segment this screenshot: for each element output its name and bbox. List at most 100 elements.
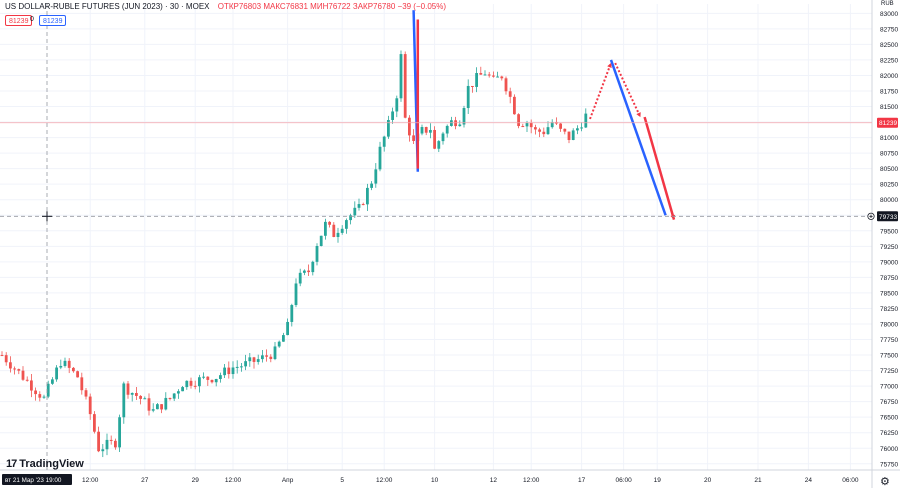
candle-body [214, 378, 218, 383]
price-tick-label: 82250 [880, 57, 898, 64]
axis-currency[interactable]: RUB [881, 1, 894, 7]
candle-body [206, 376, 210, 380]
ask-price-box[interactable]: 81239 [39, 15, 67, 26]
candle-body [563, 128, 567, 132]
price-tick-label: 80250 [880, 182, 898, 189]
candle-body [454, 120, 457, 127]
candle-body [290, 305, 294, 322]
price-tick-label: 77250 [880, 368, 898, 375]
candle-body [118, 417, 121, 448]
candle-body [38, 394, 42, 398]
blue-trend-line [609, 59, 667, 216]
candle-body [76, 371, 79, 378]
candle-body [471, 85, 474, 87]
candle-body [55, 367, 58, 380]
ohlc-values: ОТКР76803 МАКС76831 МИН76722 ЗАКР76780 −… [218, 2, 446, 11]
time-tick-label: 19 [654, 477, 662, 484]
candle-body [240, 366, 243, 368]
candle-body [462, 108, 466, 125]
candle-body [189, 380, 193, 386]
symbol-title[interactable]: US DOLLAR-RUBLE FUTURES (JUN 2023) · 30 … [5, 2, 210, 11]
candle-body [156, 404, 159, 410]
red-dotted-projection [614, 62, 642, 118]
candle-body [46, 383, 50, 397]
price-tick-label: 77000 [880, 384, 898, 391]
candle-body [521, 126, 525, 128]
candle-body [534, 127, 537, 130]
candle-body [143, 398, 147, 400]
price-tick-label: 76500 [880, 415, 898, 422]
price-tick-label: 76250 [880, 430, 898, 437]
high-label: МАКС [263, 2, 286, 11]
candle-body [458, 124, 462, 127]
gear-icon[interactable]: ⚙ [880, 476, 890, 488]
high-value: 76831 [285, 2, 308, 11]
candle-body [13, 368, 16, 370]
candle-body [508, 91, 512, 97]
candle-body [21, 370, 25, 380]
candle-body [252, 357, 256, 362]
candle-body [80, 377, 84, 391]
spread-value: 0 [30, 16, 34, 23]
chart-legend: US DOLLAR-RUBLE FUTURES (JUN 2023) · 30 … [5, 2, 446, 11]
time-tick-label: 12:00 [225, 477, 242, 484]
low-value: 76722 [328, 2, 351, 11]
candle-body [168, 397, 172, 399]
open-label: ОТКР [217, 2, 239, 11]
price-tick-label: 81500 [880, 104, 898, 111]
candle-body [109, 439, 113, 441]
candle-body [202, 376, 205, 378]
candle-body [286, 321, 289, 336]
candle-body [67, 360, 71, 368]
candle-body [172, 393, 176, 399]
arrowhead [607, 63, 612, 68]
candle-body [538, 129, 541, 132]
candle-body [571, 130, 575, 141]
open-value: 76803 [238, 2, 262, 11]
candle-body [437, 141, 441, 149]
candle-body [97, 431, 100, 452]
candle-body [412, 135, 415, 141]
candle-body [353, 207, 357, 216]
time-tick-label: 06:00 [842, 477, 859, 484]
candle-body [487, 74, 491, 76]
candle-body [105, 439, 109, 450]
candle-body [445, 125, 449, 134]
candle-body [504, 78, 508, 92]
time-tick-label: 20 [704, 477, 712, 484]
price-tick-label: 81000 [880, 135, 898, 142]
candle-body [227, 367, 231, 375]
candle-body [328, 221, 331, 225]
candle-body [30, 380, 33, 391]
candle-body [114, 440, 117, 448]
crosshair-price-label: 79733 [879, 214, 897, 221]
candle-body [248, 357, 252, 362]
candle-body [177, 391, 180, 394]
bid-price-box[interactable]: 81239 [5, 15, 33, 26]
red-trend-line [643, 116, 676, 220]
price-tick-label: 82000 [880, 73, 898, 80]
candle-body [9, 362, 12, 369]
candle-body [4, 355, 8, 363]
candle-body [139, 395, 142, 399]
candle-body [525, 123, 529, 127]
candle-body [282, 335, 285, 342]
candle-body [542, 131, 546, 135]
time-tick-label: 12:00 [82, 477, 99, 484]
candle-body [185, 380, 189, 388]
candle-body [319, 235, 323, 247]
price-tick-label: 76000 [880, 446, 898, 453]
candle-body [387, 119, 390, 137]
price-tick-label: 78750 [880, 275, 898, 282]
price-tick-label: 78500 [880, 290, 898, 297]
candle-body [151, 409, 155, 411]
candle-body [408, 117, 411, 136]
candle-body [349, 215, 352, 221]
candle-body [269, 356, 273, 360]
candle-body [441, 133, 445, 142]
crosshair-price-box [877, 211, 898, 222]
candle-body [273, 346, 277, 360]
tradingview-logo-mark: 17 [6, 458, 17, 470]
tradingview-logo[interactable]: 17 TradingView [6, 458, 84, 470]
